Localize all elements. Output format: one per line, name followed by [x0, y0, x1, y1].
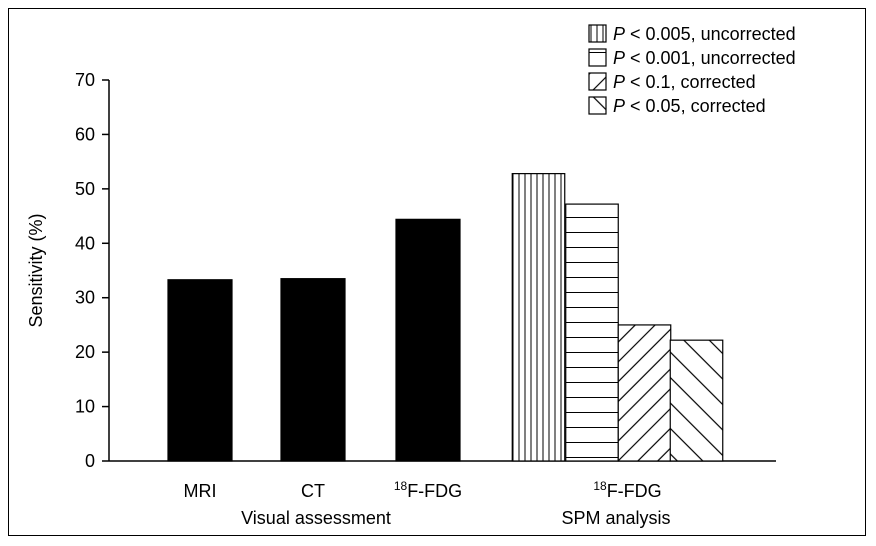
y-tick-label: 60	[75, 124, 95, 144]
y-tick-label: 40	[75, 233, 95, 253]
axes: 0 10 20 30 40 50 60 70 Sensitivity (%)	[26, 70, 776, 471]
bar	[565, 203, 619, 462]
chart-frame	[8, 8, 866, 536]
bar	[617, 324, 672, 462]
x-tick-label: 18F-FDG	[593, 479, 661, 501]
legend-label: P < 0.001, uncorrected	[613, 48, 796, 68]
legend-label: P < 0.005, uncorrected	[613, 24, 796, 44]
bar	[395, 218, 461, 462]
legend-swatch	[588, 24, 607, 43]
y-tick-label: 70	[75, 70, 95, 90]
y-tick-label: 20	[75, 342, 95, 362]
y-tick-label: 0	[85, 451, 95, 471]
bar	[167, 279, 233, 462]
legend-swatch	[588, 72, 607, 91]
x-tick-label: CT	[301, 481, 325, 501]
bar	[280, 278, 346, 462]
legend-swatch	[588, 48, 607, 67]
legend: P < 0.005, uncorrected P < 0.001, uncorre…	[588, 24, 796, 116]
x-group-label: SPM analysis	[561, 508, 670, 528]
bar	[511, 173, 566, 462]
y-tick-label: 30	[75, 288, 95, 308]
x-group-label: Visual assessment	[241, 508, 391, 528]
legend-swatch	[588, 96, 607, 115]
bars	[167, 173, 724, 462]
y-axis-label: Sensitivity (%)	[26, 213, 46, 327]
x-tick-label: MRI	[184, 481, 217, 501]
y-tick-label: 50	[75, 179, 95, 199]
y-tick-label: 10	[75, 397, 95, 417]
x-tick-label: 18F-FDG	[394, 479, 462, 501]
bar	[669, 339, 724, 462]
legend-label: P < 0.05, corrected	[613, 96, 766, 116]
legend-label: P < 0.1, corrected	[613, 72, 756, 92]
